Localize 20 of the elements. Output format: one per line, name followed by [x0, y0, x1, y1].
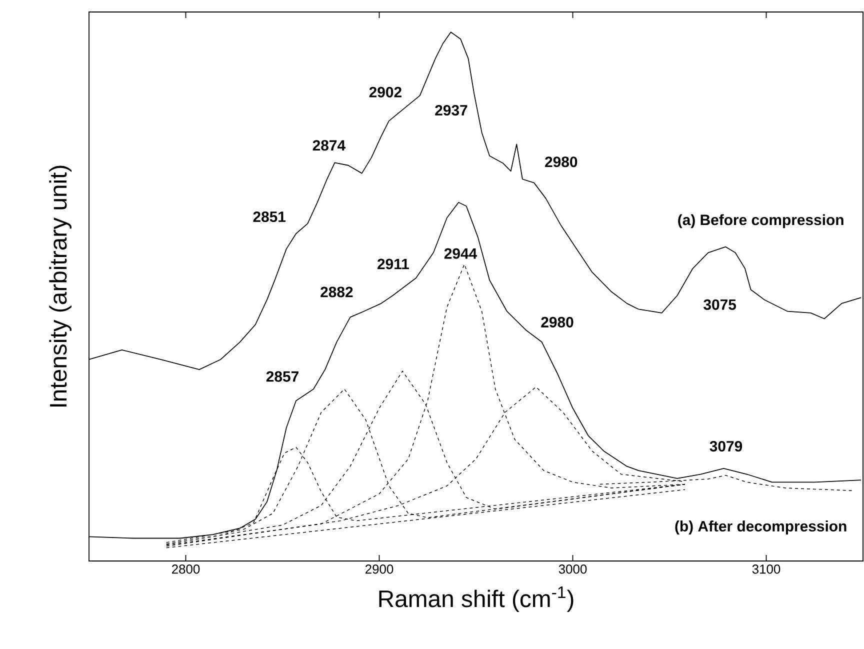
- annotation: 2980: [541, 316, 574, 328]
- annotation: 2851: [253, 211, 286, 222]
- x-axis-title: Raman shift (cm$^{-1}$): [379, 586, 574, 612]
- annotation: (b) After decompression: [675, 520, 846, 534]
- annotation: 2911: [377, 258, 409, 270]
- annotation: 2937: [435, 104, 468, 116]
- annotation: 3075: [704, 299, 736, 310]
- annotation: 2857: [266, 371, 298, 382]
- x-tick-label: 2800: [172, 564, 200, 574]
- annotation: (a) Before compression: [678, 214, 844, 228]
- annotation: 2874: [312, 140, 346, 151]
- annotation: 2980: [545, 156, 578, 168]
- x-tick-label: 3100: [752, 564, 780, 574]
- annotation: 3079: [710, 440, 742, 452]
- annotation: 2882: [320, 286, 353, 298]
- annotation: 2902: [369, 86, 402, 98]
- annotation: 2944: [444, 248, 478, 259]
- x-tick-label: 3000: [558, 564, 587, 574]
- x-tick-label: 2900: [366, 564, 394, 574]
- y-axis-title: Intensity (arbitrary unit): [49, 166, 72, 407]
